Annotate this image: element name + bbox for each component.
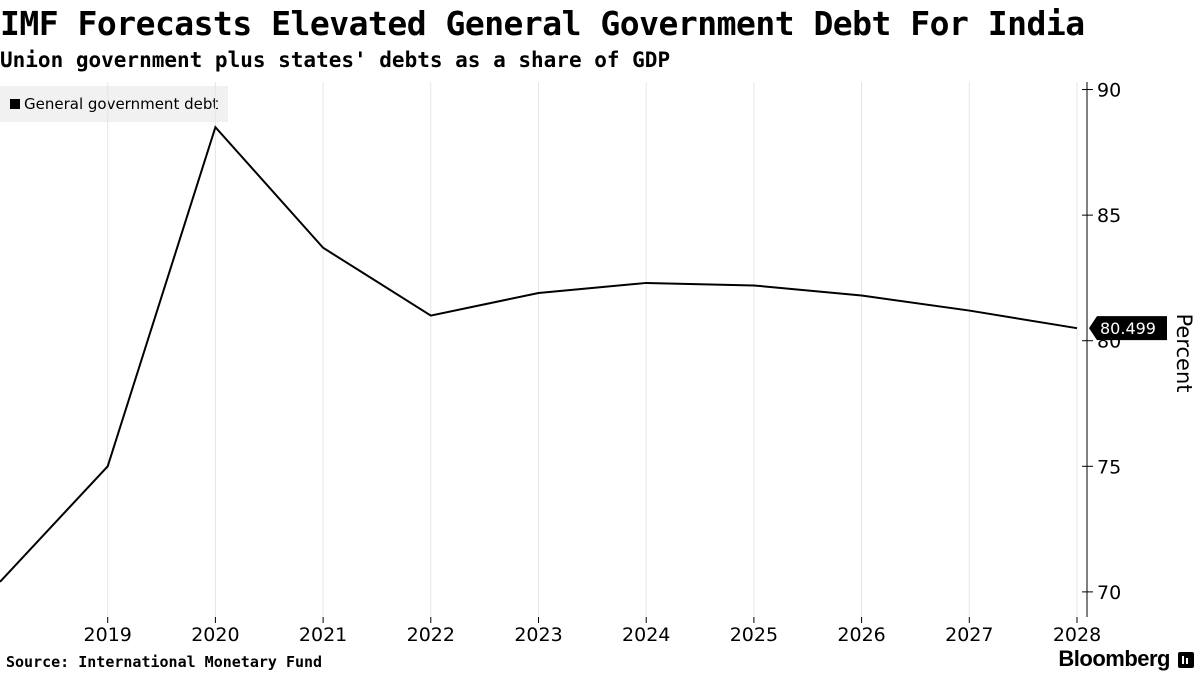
x-tick-label: 2021 [299,624,347,646]
chart-subtitle: Union government plus states' debts as a… [0,48,671,72]
last-value-label: 80.499 [1100,319,1156,338]
legend-label: General government debt [24,95,219,113]
x-tick-label: 2019 [84,624,132,646]
x-tick-label: 2027 [945,624,993,646]
source-note: Source: International Monetary Fund [6,653,323,671]
last-value-badge [1089,316,1167,341]
y-axis-label: Percent [1172,313,1196,393]
x-tick-label: 2024 [622,624,670,646]
x-tick-label: 2023 [514,624,562,646]
x-tick-label: 2026 [837,624,885,646]
y-tick-label: 75 [1097,456,1121,478]
brand-logo: Bloomberg [1058,646,1170,671]
legend: General government debt [0,86,229,122]
x-tick-label: 2022 [407,624,455,646]
y-tick-label: 70 [1097,582,1121,604]
y-tick-label: 90 [1097,80,1121,102]
bloomberg-icon [1178,652,1194,668]
x-tick-label: 2025 [730,624,778,646]
chart-title: IMF Forecasts Elevated General Governmen… [0,4,1085,43]
x-tick-label: 2028 [1053,624,1101,646]
y-tick-label: 85 [1097,205,1121,227]
x-tick-label: 2020 [191,624,239,646]
legend-swatch [10,99,20,109]
